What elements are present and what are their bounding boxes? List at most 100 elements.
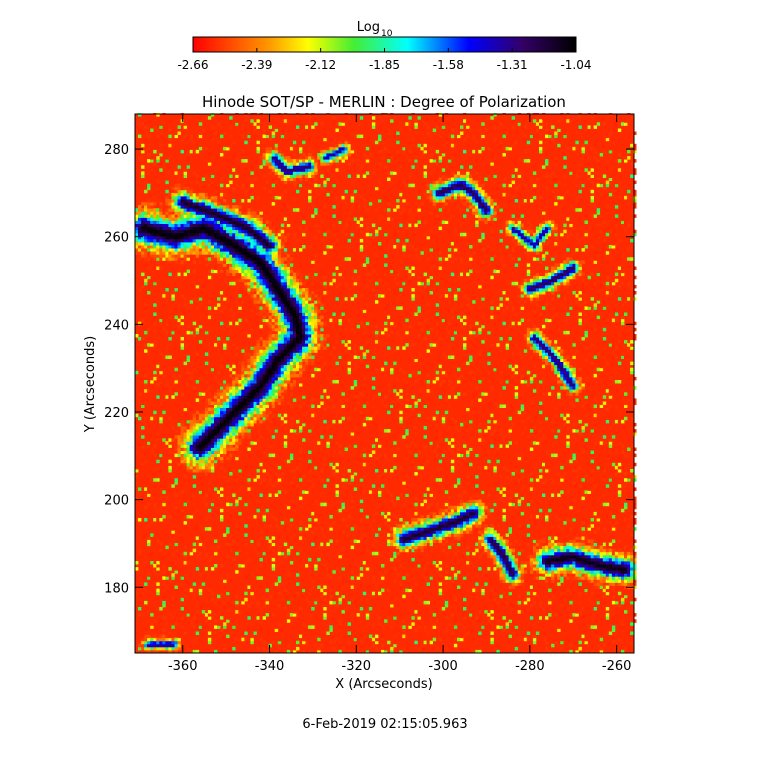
heatmap-cell <box>162 490 166 494</box>
heatmap-cell <box>223 625 227 629</box>
heatmap-cell <box>280 306 285 310</box>
heatmap-cell <box>253 251 257 255</box>
heatmap-cell <box>171 202 175 206</box>
heatmap-cell <box>186 444 190 448</box>
heatmap-cell <box>226 189 230 194</box>
heatmap-cell <box>156 168 160 172</box>
heatmap-cell <box>274 281 279 286</box>
heatmap-cell <box>183 119 187 123</box>
heatmap-cell <box>165 456 169 461</box>
heatmap-cell <box>311 330 315 335</box>
heatmap-cell <box>274 321 279 326</box>
heatmap-cell <box>262 355 266 359</box>
heatmap-cell <box>135 465 139 470</box>
heatmap-cell <box>198 131 203 135</box>
heatmap-cell <box>250 238 254 243</box>
heatmap-cell <box>159 643 163 648</box>
heatmap-cell <box>223 422 227 427</box>
heatmap-cell <box>265 472 269 476</box>
heatmap-cell <box>183 266 187 270</box>
heatmap-cell <box>247 398 251 402</box>
heatmap-cell <box>192 149 197 154</box>
heatmap-cell <box>162 251 166 255</box>
heatmap-cell <box>277 429 282 433</box>
heatmap-cell <box>192 493 197 497</box>
heatmap-cell <box>265 226 269 231</box>
heatmap-cell <box>201 432 206 436</box>
heatmap-cell <box>192 386 197 390</box>
heatmap-cell <box>289 281 294 286</box>
heatmap-cell <box>305 358 309 362</box>
heatmap-cell <box>174 263 178 267</box>
heatmap-cell <box>299 413 303 418</box>
heatmap-cell <box>210 238 215 243</box>
heatmap-cell <box>268 530 272 534</box>
heatmap-cell <box>265 260 269 264</box>
heatmap-cell <box>296 238 300 243</box>
heatmap-cell <box>220 284 224 289</box>
heatmap-cell <box>311 505 315 510</box>
heatmap-cell <box>286 303 291 307</box>
heatmap-cell <box>277 591 282 596</box>
heatmap-cell <box>241 245 245 249</box>
heatmap-cell <box>302 312 306 316</box>
heatmap-cell <box>244 238 248 243</box>
heatmap-cell <box>223 205 227 209</box>
heatmap-cell <box>180 511 184 516</box>
heatmap-cell <box>144 551 148 556</box>
heatmap-cell <box>217 398 221 402</box>
heatmap-cell <box>207 220 212 224</box>
heatmap-cell <box>201 177 206 181</box>
heatmap-cell <box>286 159 291 163</box>
heatmap-cell <box>226 422 230 427</box>
heatmap-cell <box>317 156 321 160</box>
heatmap-cell <box>235 278 239 283</box>
heatmap-cell <box>323 389 327 393</box>
heatmap-cell <box>174 205 178 209</box>
heatmap-cell <box>283 312 288 316</box>
heatmap-cell <box>156 294 160 298</box>
heatmap-cell <box>259 238 263 243</box>
heatmap-cell <box>223 337 227 341</box>
heatmap-cell <box>265 383 269 387</box>
heatmap-cell <box>171 643 175 648</box>
heatmap-cell <box>262 401 266 405</box>
heatmap-cell <box>171 232 175 237</box>
heatmap-cell <box>286 410 291 415</box>
heatmap-cell <box>271 324 276 329</box>
heatmap-cell <box>168 395 172 399</box>
heatmap-cell <box>165 254 169 258</box>
heatmap-cell <box>320 272 324 277</box>
heatmap-cell <box>262 386 266 390</box>
heatmap-cell <box>274 162 279 166</box>
heatmap-cell <box>256 257 260 261</box>
heatmap-cell <box>232 140 236 145</box>
heatmap-cell <box>183 407 187 412</box>
heatmap-cell <box>214 269 218 274</box>
heatmap-cell <box>165 649 169 654</box>
heatmap-cell <box>277 370 282 375</box>
heatmap-cell <box>183 180 187 185</box>
heatmap-cell <box>320 159 324 163</box>
heatmap-cell <box>162 637 166 642</box>
heatmap-cell <box>177 634 181 639</box>
heatmap-cell <box>232 315 236 320</box>
heatmap-cell <box>296 159 300 163</box>
heatmap-cell <box>223 343 227 347</box>
heatmap-cell <box>183 192 187 197</box>
heatmap-cell <box>198 585 203 589</box>
heatmap-cell <box>250 352 254 356</box>
heatmap-cell <box>135 134 139 139</box>
heatmap-cell <box>268 242 272 246</box>
heatmap-cell <box>204 469 209 473</box>
heatmap-cell <box>229 607 233 611</box>
heatmap-cell <box>244 226 248 231</box>
heatmap-cell <box>235 352 239 356</box>
heatmap-cell <box>150 159 154 163</box>
heatmap-cell <box>171 214 175 218</box>
heatmap-cell <box>141 223 145 228</box>
heatmap-cell <box>262 603 266 608</box>
heatmap-cell <box>268 392 272 396</box>
heatmap-cell <box>168 245 172 249</box>
heatmap-cell <box>186 131 190 135</box>
